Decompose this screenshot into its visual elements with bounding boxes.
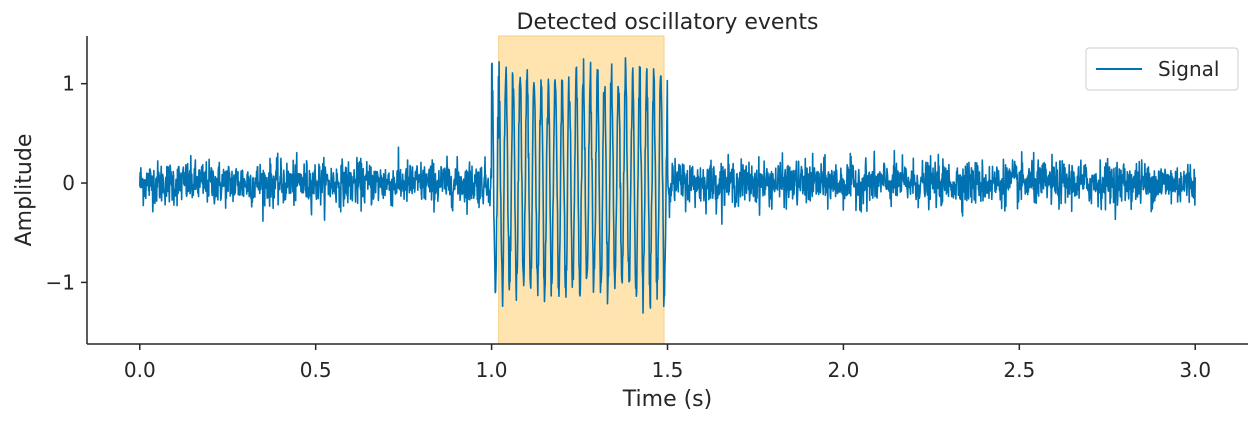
axes-layer: 0.0 0.5 1.0 1.5 2.0 2.5 3.0 −1 0 1: [46, 36, 1248, 382]
legend-box: [1085, 47, 1239, 91]
x-tick-label: 3.0: [1179, 358, 1211, 382]
y-tick-label: 1: [62, 72, 75, 96]
x-ticks: 0.0 0.5 1.0 1.5 2.0 2.5 3.0: [124, 344, 1211, 382]
x-tick-label: 0.0: [124, 358, 156, 382]
x-tick-label: 1.5: [652, 358, 684, 382]
legend: Signal: [1085, 47, 1239, 91]
x-tick-label: 0.5: [300, 358, 332, 382]
chart-title: Detected oscillatory events: [517, 10, 819, 35]
x-tick-label: 2.0: [828, 358, 860, 382]
legend-label-signal: Signal: [1158, 57, 1219, 81]
series-line-signal: [138, 56, 1197, 314]
x-tick-label: 1.0: [476, 358, 508, 382]
y-axis-label: Amplitude: [12, 134, 37, 247]
y-tick-label: −1: [46, 270, 75, 294]
y-tick-label: 0: [62, 171, 75, 195]
x-axis-label: Time (s): [622, 387, 712, 412]
y-ticks: −1 0 1: [46, 72, 87, 294]
signal-layer: [138, 56, 1197, 314]
x-tick-label: 2.5: [1003, 358, 1035, 382]
